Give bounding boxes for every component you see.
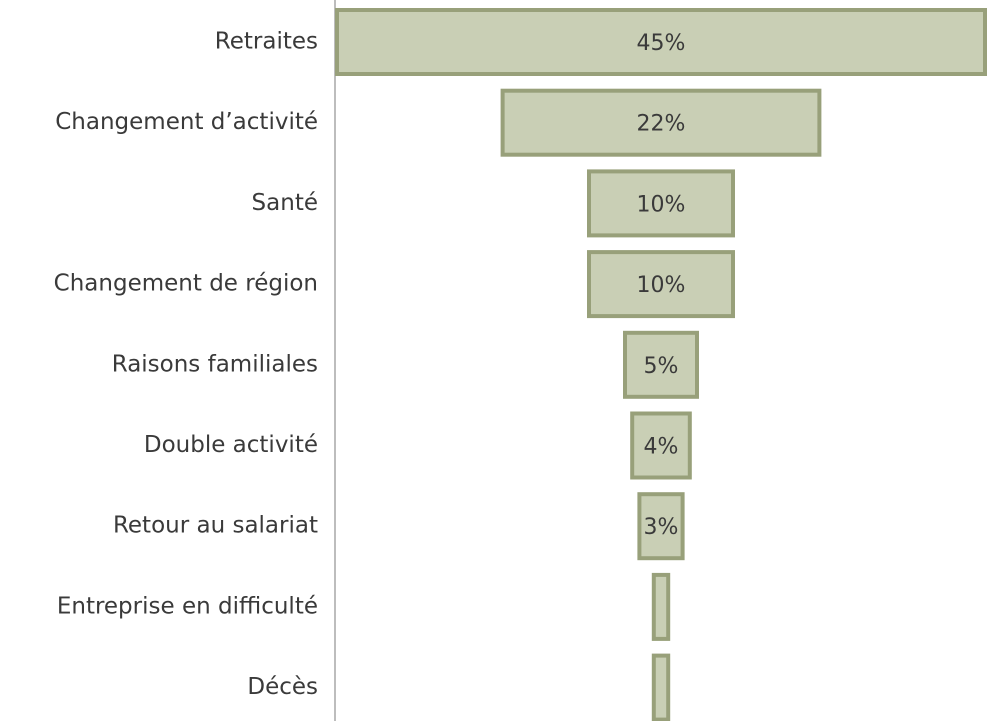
funnel-bar — [630, 411, 692, 480]
category-label: Changement d’activité — [55, 109, 318, 135]
value-label: 45% — [637, 31, 686, 56]
value-label: 22% — [637, 112, 686, 137]
funnel-bar — [623, 330, 699, 399]
category-label: Changement de région — [54, 271, 318, 297]
value-label: 4% — [644, 435, 679, 460]
funnel-bar — [587, 169, 735, 238]
funnel-bar — [587, 250, 735, 319]
category-label: Décès — [247, 674, 318, 700]
value-label: 5% — [644, 354, 679, 379]
funnel-bar — [335, 8, 987, 76]
value-label: 10% — [637, 192, 686, 217]
category-label: Retour au salariat — [113, 513, 318, 539]
category-label: Raisons familiales — [112, 351, 318, 377]
value-label: 10% — [637, 273, 686, 298]
funnel-bar — [500, 88, 822, 157]
category-label: Double activité — [144, 432, 318, 458]
funnel-bar — [651, 572, 671, 641]
value-label: 3% — [644, 515, 679, 540]
funnel-bar — [651, 653, 671, 721]
category-label: Retraites — [215, 29, 318, 55]
category-label: Entreprise en difficulté — [57, 593, 318, 619]
funnel-bar — [637, 492, 685, 561]
category-label: Santé — [252, 190, 318, 216]
